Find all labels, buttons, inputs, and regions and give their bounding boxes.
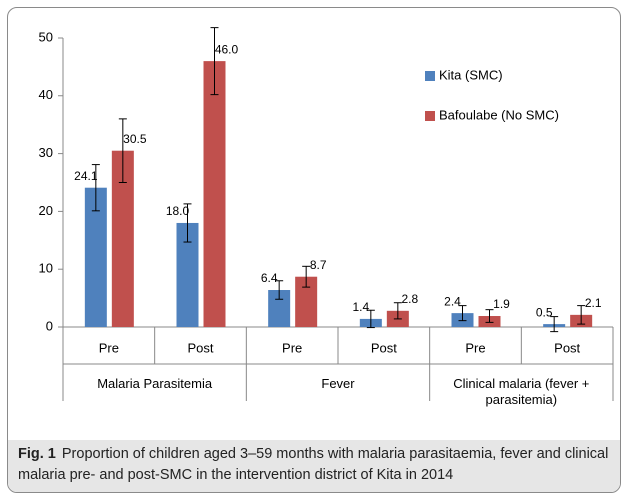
y-tick-label: 50 [39,29,53,44]
data-label: 46.0 [215,42,239,56]
x-tick-label: Post [371,340,397,355]
y-tick-label: 40 [39,87,53,102]
chart: 0 10 20 30 40 50 Pre 24.1 30.5 Post 18.0 46.0 Pre 6.4… [39,27,614,401]
bar [84,187,107,327]
data-label: 8.7 [310,258,327,272]
legend-label: Kita (SMC) [439,67,503,82]
group-label: Clinical malaria (fever + parasitemia) [453,376,590,407]
data-label: 2.8 [401,292,418,306]
data-label: 0.5 [536,305,553,319]
legend-swatch [425,71,435,81]
figure: 0 10 20 30 40 50 Pre 24.1 30.5 Post 18.0 46.0 Pre 6.4… [7,7,621,493]
legend-label: Bafoulabe (No SMC) [439,107,559,122]
data-label: 2.4 [444,294,461,308]
data-label: 6.4 [261,271,278,285]
caption: Fig. 1 Proportion of children aged 3–59 m… [8,440,620,492]
x-tick-label: Pre [282,340,302,355]
y-tick-label: 20 [39,203,53,218]
bar [176,222,199,327]
data-label: 24.1 [74,169,98,183]
x-tick-label: Post [554,340,580,355]
data-label: 2.1 [585,296,602,310]
data-label: 18.0 [166,204,190,218]
caption-label: Fig. 1 [18,446,56,462]
x-tick-label: Post [187,340,213,355]
group-label: Malaria Parasitemia [97,376,213,391]
bar [295,276,318,327]
data-label: 1.4 [352,300,369,314]
y-tick-label: 0 [46,318,53,333]
bar [111,150,134,327]
legend-swatch [425,111,435,121]
caption-text: Proportion of children aged 3–59 months … [18,446,609,483]
data-label: 1.9 [493,297,510,311]
bar [203,61,226,328]
group-label: Fever [321,376,355,391]
y-tick-label: 30 [39,145,53,160]
x-tick-label: Pre [99,340,119,355]
data-label: 30.5 [123,132,147,146]
x-tick-label: Pre [465,340,485,355]
y-tick-label: 10 [39,261,53,276]
bar [268,290,291,327]
